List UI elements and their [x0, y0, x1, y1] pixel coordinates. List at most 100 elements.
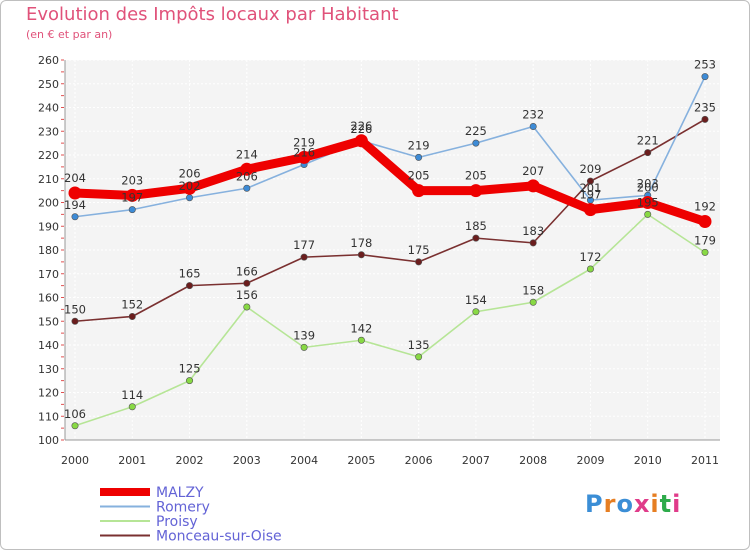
data-label-monceau-sur-oise: 177	[293, 238, 315, 252]
legend-label-proisy: Proisy	[156, 514, 198, 530]
chart-title: Evolution des Impôts locaux par Habitant	[26, 4, 399, 25]
x-tick-label: 2005	[347, 454, 375, 467]
data-label-monceau-sur-oise: 165	[179, 267, 201, 281]
data-point-malzy	[125, 188, 139, 202]
data-label-proisy: 172	[579, 250, 601, 264]
data-point-proisy	[300, 343, 308, 351]
chart-subtitle: (en € et par an)	[26, 28, 113, 41]
data-point-romery	[128, 206, 136, 214]
y-tick-label: 250	[38, 78, 59, 91]
data-label-monceau-sur-oise: 166	[236, 264, 258, 278]
data-point-proisy	[415, 353, 423, 361]
data-label-proisy: 195	[637, 195, 659, 209]
x-tick-label: 2003	[233, 454, 261, 467]
series-line-romery	[74, 75, 706, 218]
data-point-proisy	[644, 210, 652, 218]
data-label-proisy: 135	[408, 338, 430, 352]
data-point-romery	[701, 73, 709, 81]
x-tick-label: 2000	[61, 454, 89, 467]
data-label-malzy: 203	[121, 173, 143, 187]
data-label-romery: 197	[121, 191, 143, 205]
data-point-malzy	[183, 181, 197, 195]
data-label-proisy: 158	[522, 283, 544, 297]
data-label-malzy: 226	[350, 119, 372, 133]
y-tick-label: 240	[38, 102, 59, 115]
y-tick-label: 100	[38, 434, 59, 447]
data-point-monceau-sur-oise	[529, 239, 537, 247]
x-tick-label: 2011	[691, 454, 719, 467]
data-point-malzy	[583, 203, 597, 217]
y-tick-label: 200	[38, 197, 59, 210]
data-label-romery: 206	[236, 169, 258, 183]
legend-label-malzy: MALZY	[156, 485, 204, 501]
data-point-proisy	[71, 422, 79, 430]
data-label-romery: 226	[350, 122, 372, 136]
legend-label-romery: Romery	[156, 500, 210, 516]
y-tick-label: 120	[38, 387, 59, 400]
y-tick-label: 140	[38, 339, 59, 352]
data-point-proisy	[128, 403, 136, 411]
data-label-monceau-sur-oise: 221	[637, 134, 659, 148]
data-point-proisy	[186, 377, 194, 385]
data-label-malzy: 200	[637, 181, 659, 195]
data-label-romery: 253	[694, 58, 716, 72]
data-label-proisy: 154	[465, 293, 487, 307]
data-label-malzy: 214	[236, 147, 258, 161]
data-label-malzy: 206	[179, 166, 201, 180]
data-label-monceau-sur-oise: 178	[350, 236, 372, 250]
data-point-malzy	[68, 186, 82, 200]
y-tick-label: 180	[38, 244, 59, 257]
data-label-monceau-sur-oise: 175	[408, 243, 430, 257]
y-tick-label: 260	[38, 54, 59, 67]
data-point-proisy	[357, 336, 365, 344]
data-label-monceau-sur-oise: 185	[465, 219, 487, 233]
data-point-proisy	[243, 303, 251, 311]
data-point-malzy	[240, 162, 254, 176]
data-point-monceau-sur-oise	[586, 177, 594, 185]
x-tick-label: 2004	[290, 454, 318, 467]
y-tick-label: 110	[38, 410, 59, 423]
data-label-romery: 232	[522, 108, 544, 122]
data-label-proisy: 179	[694, 233, 716, 247]
data-point-monceau-sur-oise	[128, 312, 136, 320]
data-point-romery	[71, 213, 79, 221]
x-tick-label: 2009	[576, 454, 604, 467]
y-tick-label: 190	[38, 220, 59, 233]
data-point-proisy	[586, 265, 594, 273]
x-tick-label: 2010	[634, 454, 662, 467]
y-tick-label: 210	[38, 173, 59, 186]
data-point-malzy	[412, 184, 426, 198]
data-label-proisy: 139	[293, 328, 315, 342]
data-label-romery: 194	[64, 198, 86, 212]
data-point-malzy	[526, 179, 540, 193]
data-label-proisy: 106	[64, 407, 86, 421]
data-label-proisy: 156	[236, 288, 258, 302]
proxiti-logo: Proxiti	[585, 490, 682, 518]
data-point-monceau-sur-oise	[415, 258, 423, 266]
data-point-proisy	[529, 298, 537, 306]
data-point-proisy	[472, 308, 480, 316]
x-tick-label: 2001	[118, 454, 146, 467]
y-tick-label: 160	[38, 292, 59, 305]
data-label-monceau-sur-oise: 235	[694, 100, 716, 114]
data-label-malzy: 205	[465, 169, 487, 183]
data-label-malzy: 197	[579, 188, 601, 202]
data-point-romery	[472, 139, 480, 147]
series-line-proisy	[74, 213, 706, 427]
data-label-malzy: 192	[694, 200, 716, 214]
y-tick-label: 230	[38, 125, 59, 138]
data-point-romery	[186, 194, 194, 202]
data-point-malzy	[641, 196, 655, 209]
y-tick-label: 220	[38, 149, 59, 162]
series-line-monceau-sur-oise	[74, 118, 706, 323]
data-point-monceau-sur-oise	[644, 149, 652, 157]
data-label-romery: 201	[579, 181, 601, 195]
data-point-proisy	[701, 248, 709, 256]
data-label-malzy: 207	[522, 164, 544, 178]
y-tick-label: 170	[38, 268, 59, 281]
x-tick-label: 2008	[519, 454, 547, 467]
data-label-proisy: 142	[350, 321, 372, 335]
x-tick-label: 2002	[176, 454, 204, 467]
data-label-proisy: 114	[121, 388, 143, 402]
